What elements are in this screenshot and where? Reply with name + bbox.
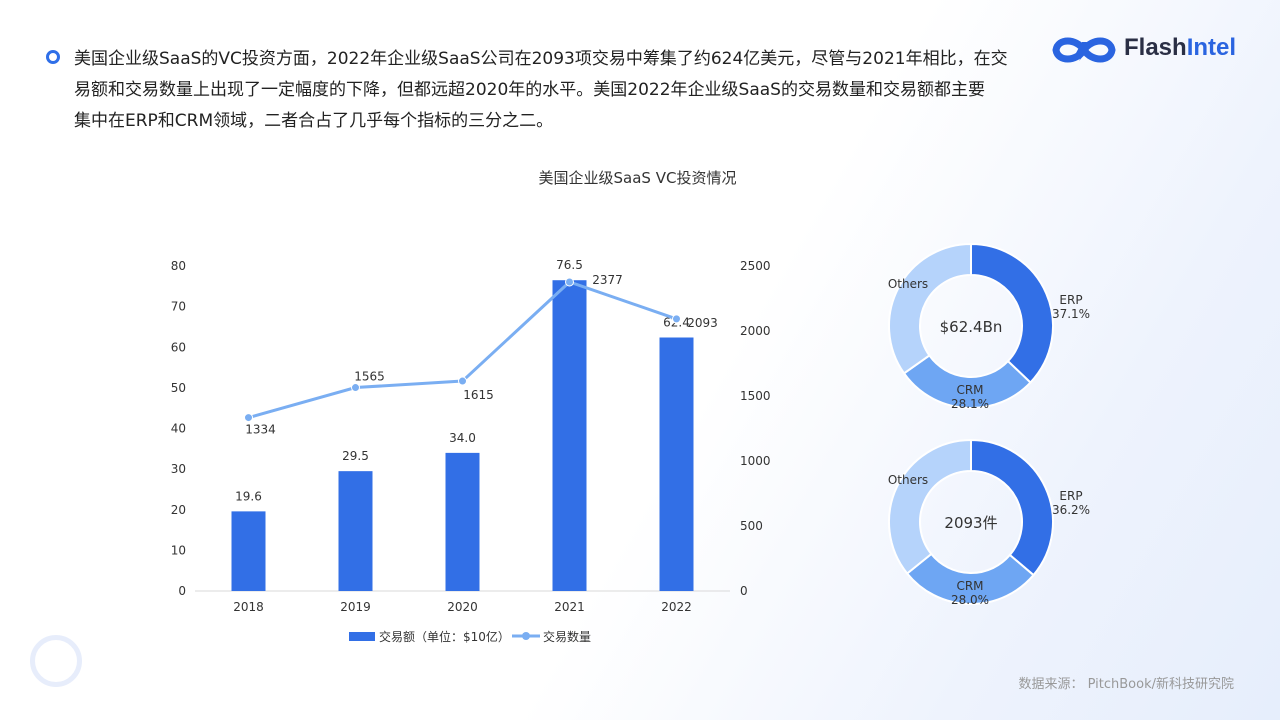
chart-title: 美国企业级SaaS VC投资情况: [538, 169, 737, 187]
y-right-tick-label: 1500: [740, 389, 771, 403]
flashintel-logo-icon: [1052, 37, 1116, 63]
y-left-tick-label: 30: [171, 462, 186, 476]
donut-count-slice-erp: [970, 438, 1054, 577]
donut-amount-label-erp: ERP: [1059, 293, 1082, 307]
line-value-label: 1615: [463, 388, 494, 402]
bullet-icon: [46, 50, 60, 64]
donut-amount-label-crm: CRM: [956, 383, 983, 397]
y-right-tick-label: 500: [740, 519, 763, 533]
intro-paragraph: 美国企业级SaaS的VC投资方面，2022年企业级SaaS公司在2093项交易中…: [74, 44, 1034, 137]
bar-2021: [552, 280, 587, 591]
decorative-ring: [30, 635, 82, 687]
y-left-tick-label: 40: [171, 422, 186, 436]
y-left-tick-label: 70: [171, 300, 186, 314]
legend-line-marker: [522, 632, 530, 640]
line-value-label: 1565: [354, 370, 385, 384]
line-point-2022: [672, 314, 681, 324]
donut-count-slice-others: [888, 438, 972, 575]
y-right-tick-label: 1000: [740, 454, 771, 468]
logo-text: FlashIntel: [1124, 34, 1236, 62]
x-tick-label: 2022: [661, 600, 692, 614]
legend-bar-label: 交易额（单位：$10亿）: [379, 629, 510, 644]
bar-value-label: 29.5: [342, 449, 369, 463]
legend-line-label: 交易数量: [543, 629, 591, 644]
intro-line-2: 易额和交易数量上出现了一定幅度的下降，但都远超2020年的水平。美国2022年企…: [74, 80, 985, 100]
y-left-tick-label: 0: [178, 584, 186, 598]
bar-value-label: 34.0: [449, 431, 476, 445]
line-value-label: 2377: [592, 273, 623, 287]
donut-count-label-others: Others: [888, 473, 928, 487]
line-value-label: 1334: [245, 423, 276, 437]
x-tick-label: 2021: [554, 600, 585, 614]
x-tick-label: 2020: [447, 600, 478, 614]
intro-line-3: 集中在ERP和CRM领域，二者合占了几乎每个指标的三分之二。: [74, 111, 554, 131]
donut-amount-slice-others: [888, 242, 972, 375]
donut-count-pct-erp: 36.2%: [1052, 503, 1090, 517]
bar-value-label: 76.5: [556, 258, 583, 272]
line-point-2021: [565, 277, 574, 287]
donut-amount-pct-crm: 28.1%: [951, 397, 989, 411]
y-left-tick-label: 50: [171, 381, 186, 395]
donut-amount-slice-erp: [970, 242, 1054, 384]
line-point-2018: [244, 413, 253, 423]
bar-2018: [231, 511, 266, 591]
intro-line-1: 美国企业级SaaS的VC投资方面，2022年企业级SaaS公司在2093项交易中…: [74, 49, 1008, 69]
y-left-tick-label: 20: [171, 503, 186, 517]
donut-count-center-label: 2093件: [944, 514, 997, 532]
x-tick-label: 2018: [233, 600, 264, 614]
line-point-2019: [351, 383, 360, 393]
y-right-tick-label: 0: [740, 584, 748, 598]
donut-amount-pct-erp: 37.1%: [1052, 307, 1090, 321]
logo-text-part2: Intel: [1186, 34, 1237, 61]
logo-text-part1: Flash: [1124, 34, 1187, 61]
y-right-tick-label: 2000: [740, 324, 771, 338]
bar-2020: [445, 452, 480, 591]
donut-amount-center-label: $62.4Bn: [940, 318, 1003, 336]
y-left-tick-label: 80: [171, 259, 186, 273]
bar-value-label: 19.6: [235, 489, 262, 503]
y-right-tick-label: 2500: [740, 259, 771, 273]
donut-amount-label-others: Others: [888, 277, 928, 291]
line-value-label: 2093: [687, 316, 718, 330]
bar-2022: [659, 337, 694, 591]
donut-count-pct-crm: 28.0%: [951, 593, 989, 607]
y-left-tick-label: 60: [171, 340, 186, 354]
line-point-2020: [458, 376, 467, 386]
y-left-tick-label: 10: [171, 543, 186, 557]
bar-2019: [338, 471, 373, 591]
donut-count-label-crm: CRM: [956, 579, 983, 593]
legend-bar-swatch: [349, 632, 375, 641]
data-source: 数据来源： PitchBook/新科技研究院: [1018, 677, 1234, 692]
donut-count-label-erp: ERP: [1059, 489, 1082, 503]
x-tick-label: 2019: [340, 600, 371, 614]
